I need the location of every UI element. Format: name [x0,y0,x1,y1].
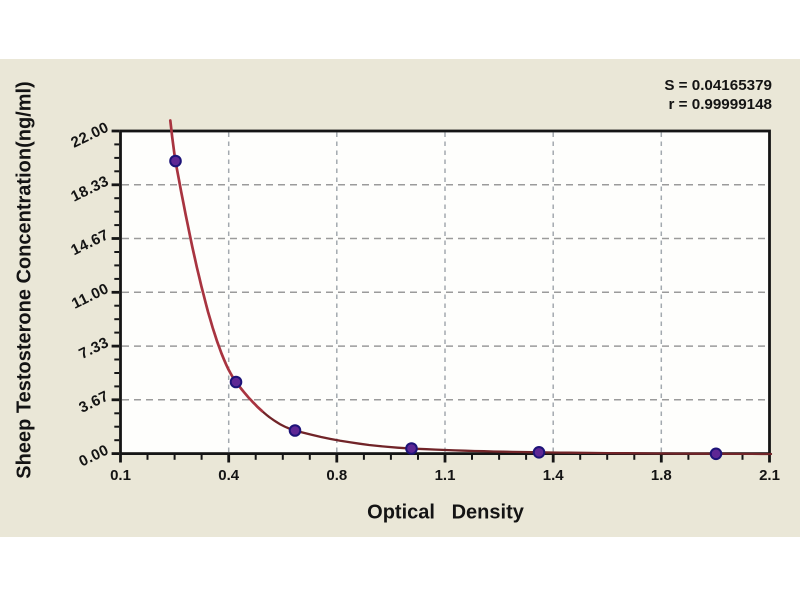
svg-text:Optical Density: Optical Density [367,502,525,524]
svg-text:1.4: 1.4 [543,467,565,484]
svg-text:0.1: 0.1 [110,467,131,484]
svg-text:0.8: 0.8 [326,467,347,484]
svg-text:Sheep Testosterone Concentrati: Sheep Testosterone Concentration(ng/ml) [14,81,36,478]
svg-text:0.4: 0.4 [218,467,240,484]
svg-text:S = 0.04165379: S = 0.04165379 [664,77,772,94]
svg-text:r = 0.99999148: r = 0.99999148 [669,96,772,113]
svg-text:2.1: 2.1 [759,467,780,484]
svg-text:1.1: 1.1 [435,467,456,484]
svg-text:1.8: 1.8 [651,467,672,484]
